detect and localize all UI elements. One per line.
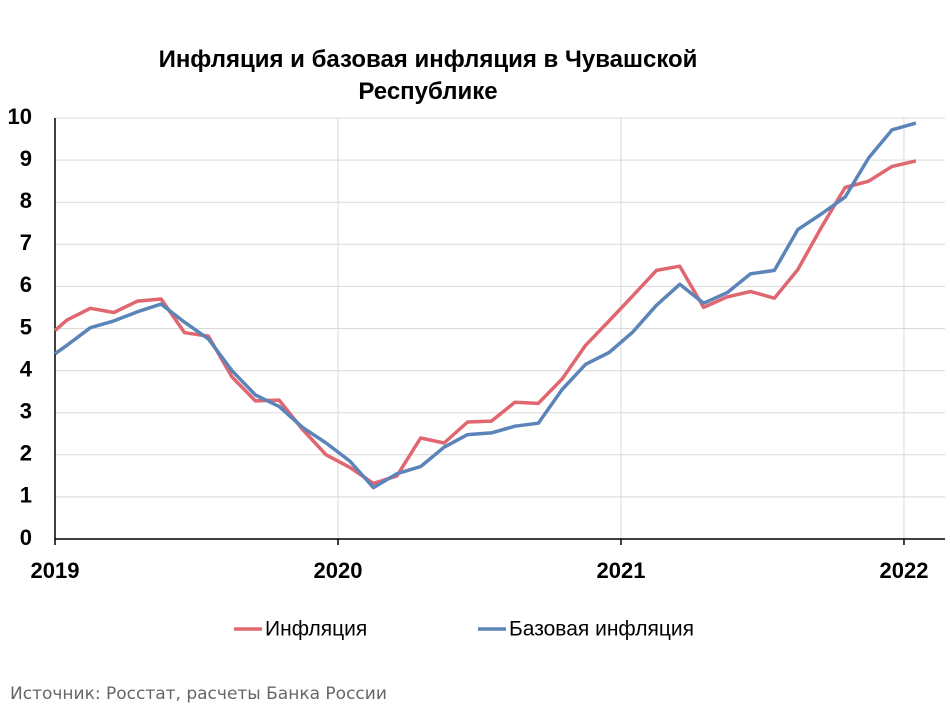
x-tick-label: 2022 bbox=[879, 558, 928, 583]
x-tick-label: 2021 bbox=[597, 558, 646, 583]
y-tick-label: 8 bbox=[20, 188, 32, 213]
y-tick-label: 9 bbox=[20, 146, 32, 171]
y-tick-label: 1 bbox=[20, 483, 32, 508]
y-tick-label: 10 bbox=[8, 104, 32, 129]
x-tick-label: 2019 bbox=[31, 558, 80, 583]
y-tick-label: 3 bbox=[20, 399, 32, 424]
x-tick-label: 2020 bbox=[314, 558, 363, 583]
legend-label: Базовая инфляция bbox=[509, 618, 694, 641]
y-tick-label: 2 bbox=[20, 441, 32, 466]
y-tick-label: 7 bbox=[20, 230, 32, 255]
y-tick-label: 5 bbox=[20, 314, 32, 339]
legend-label: Инфляция bbox=[265, 618, 367, 641]
y-tick-label: 4 bbox=[20, 356, 33, 381]
line-series bbox=[53, 121, 917, 490]
chart-title: Инфляция и базовая инфляция в Чувашской … bbox=[158, 46, 698, 105]
chart: 0 1 2 3 4 5 6 7 8 9 10 2019 2020 2021 2022 Инфляция Базо… bbox=[8, 104, 945, 641]
y-tick-label: 6 bbox=[20, 272, 32, 297]
line-series bbox=[53, 159, 917, 486]
source-note: Источник: Росстат, расчеты Банка России bbox=[10, 684, 387, 704]
y-tick-label: 0 bbox=[20, 525, 32, 550]
